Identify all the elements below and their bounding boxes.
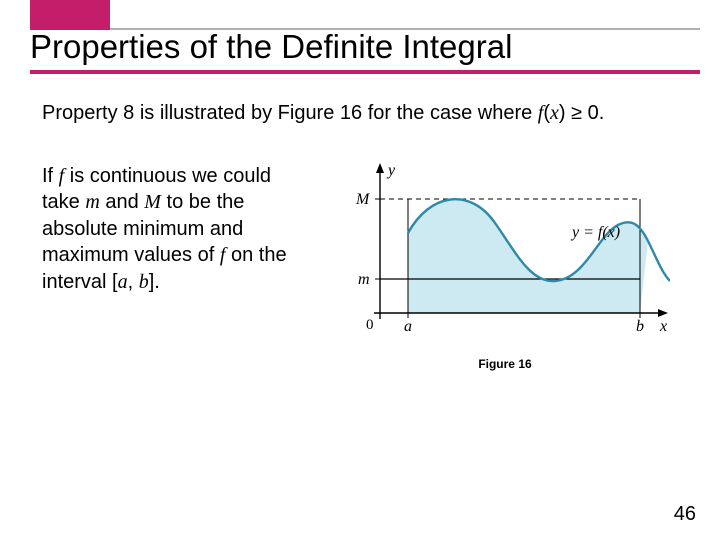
text: ].	[149, 271, 160, 293]
text: ) ≥ 0.	[559, 102, 604, 124]
text-italic: b	[139, 271, 149, 293]
svg-text:x: x	[659, 318, 667, 335]
title-underline	[30, 70, 700, 74]
svg-text:b: b	[636, 318, 644, 335]
svg-text:0: 0	[366, 317, 374, 333]
slide-number: 46	[674, 503, 696, 526]
figure-wrap: y x Mm 0 a b y = f(x) Figure 16	[330, 163, 680, 371]
row-2: If f is continuous we could take m and M…	[42, 163, 680, 371]
paragraph-1: Property 8 is illustrated by Figure 16 f…	[42, 100, 680, 127]
svg-text:M: M	[355, 191, 371, 208]
text: ,	[128, 271, 139, 293]
figure-caption: Figure 16	[330, 357, 680, 371]
svg-text:y = f(x): y = f(x)	[570, 224, 620, 241]
text: Property 8 is illustrated by Figure 16 f…	[42, 102, 538, 124]
title-row: Properties of the Definite Integral	[30, 30, 700, 65]
text: and	[100, 191, 144, 213]
svg-text:y: y	[386, 163, 396, 179]
slide-content: Property 8 is illustrated by Figure 16 f…	[42, 100, 680, 371]
text: If	[42, 165, 59, 187]
svg-text:m: m	[358, 271, 370, 288]
text-italic: x	[550, 102, 559, 124]
text-italic: a	[118, 271, 128, 293]
text-italic: m	[85, 191, 99, 213]
accent-block	[30, 0, 110, 30]
page-title: Properties of the Definite Integral	[30, 30, 512, 65]
svg-text:a: a	[404, 318, 412, 335]
figure-16-chart: y x Mm 0 a b y = f(x)	[340, 163, 670, 343]
text-italic: M	[144, 191, 161, 213]
paragraph-2: If f is continuous we could take m and M…	[42, 163, 312, 295]
